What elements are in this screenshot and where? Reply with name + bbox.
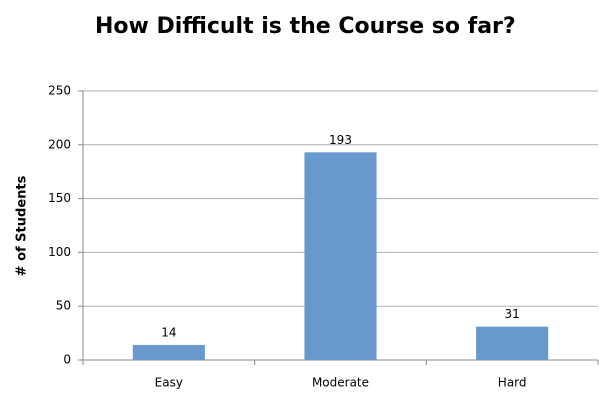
y-tick-label: 100 — [48, 245, 71, 259]
data-label: 31 — [505, 307, 520, 321]
x-tick-label: Moderate — [312, 376, 369, 390]
x-tick-label: Hard — [498, 376, 527, 390]
y-tick-label: 200 — [48, 137, 71, 151]
bar — [132, 344, 205, 360]
y-axis-label: # of Students — [15, 175, 30, 276]
data-label: 14 — [161, 325, 176, 339]
bar — [476, 326, 549, 360]
y-tick-label: 250 — [48, 84, 71, 98]
y-tick-label: 150 — [48, 191, 71, 205]
bar — [304, 152, 377, 360]
data-label: 193 — [329, 133, 352, 147]
chart-title: How Difficult is the Course so far? — [95, 14, 516, 39]
y-tick-label: 50 — [56, 299, 71, 313]
x-tick-label: Easy — [155, 376, 183, 390]
y-tick-label: 0 — [63, 353, 71, 367]
